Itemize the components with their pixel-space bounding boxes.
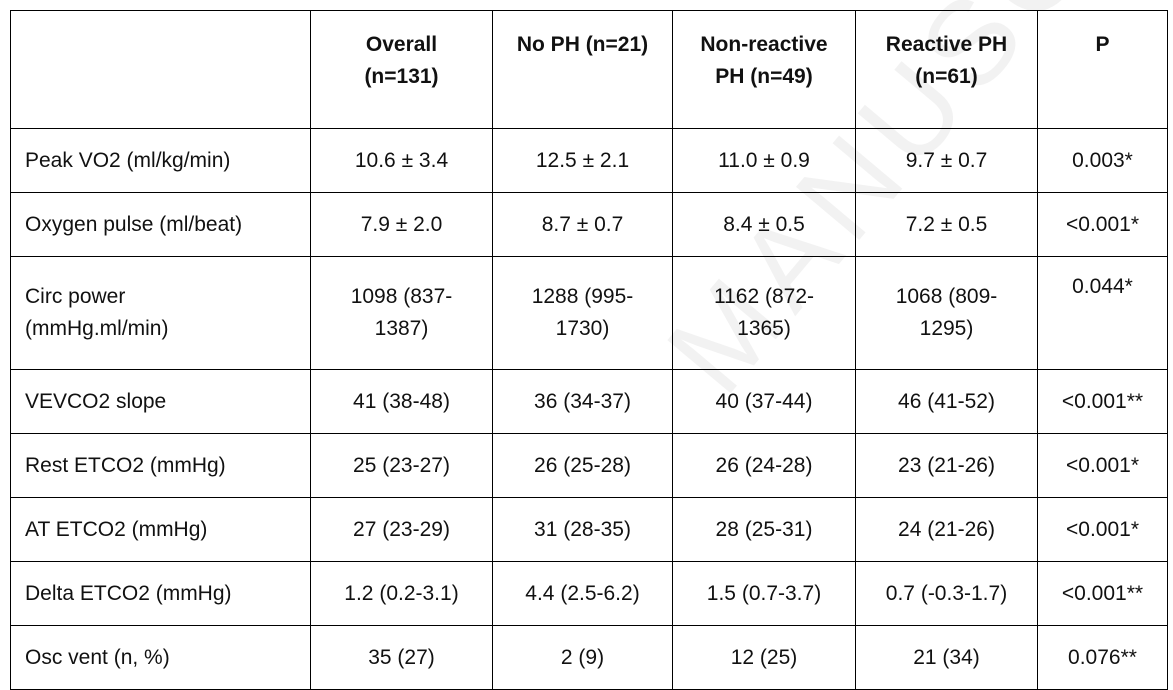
table-cell: 12 (25) [672, 625, 856, 690]
header-cell: No PH (n=21) [492, 10, 673, 129]
table-row: VEVCO2 slope 41 (38-48) 36 (34-37) 40 (37-4… [10, 369, 1168, 434]
table-row: AT ETCO2 (mmHg) 27 (23-29) 31 (28-35) 28 (2… [10, 497, 1168, 562]
table-cell: 41 (38-48) [310, 369, 493, 434]
table-cell: AT ETCO2 (mmHg) [10, 497, 311, 562]
table-cell: VEVCO2 slope [10, 369, 311, 434]
table-cell: 8.4 ± 0.5 [672, 192, 856, 257]
table-cell: 2 (9) [492, 625, 673, 690]
table-cell: 0.003* [1037, 128, 1168, 193]
table-cell: <0.001* [1037, 497, 1168, 562]
table-cell: Oxygen pulse (ml/beat) [10, 192, 311, 257]
table-cell: <0.001* [1037, 433, 1168, 498]
table-cell: Osc vent (n, %) [10, 625, 311, 690]
table-cell: 1.5 (0.7-3.7) [672, 561, 856, 626]
table-cell: 7.9 ± 2.0 [310, 192, 493, 257]
header-cell: Reactive PH (n=61) [855, 10, 1038, 129]
table-cell: 28 (25-31) [672, 497, 856, 562]
table-cell: 46 (41-52) [855, 369, 1038, 434]
page: Overall (n=131) No PH (n=21) Non-reactive … [10, 0, 1173, 690]
table-cell: 1098 (837- 1387) [310, 256, 493, 370]
table-cell: 7.2 ± 0.5 [855, 192, 1038, 257]
table-cell: 10.6 ± 3.4 [310, 128, 493, 193]
table-cell: 11.0 ± 0.9 [672, 128, 856, 193]
data-table: Overall (n=131) No PH (n=21) Non-reactive … [10, 10, 1168, 690]
table-row: Delta ETCO2 (mmHg) 1.2 (0.2-3.1) 4.4 (2.5-… [10, 561, 1168, 626]
table-cell: 25 (23-27) [310, 433, 493, 498]
table-cell: Rest ETCO2 (mmHg) [10, 433, 311, 498]
table-cell: 1288 (995- 1730) [492, 256, 673, 370]
table-cell: 21 (34) [855, 625, 1038, 690]
header-cell: Overall (n=131) [310, 10, 493, 129]
table-cell: 26 (24-28) [672, 433, 856, 498]
table-cell: <0.001** [1037, 561, 1168, 626]
table-cell: 35 (27) [310, 625, 493, 690]
table-cell: <0.001** [1037, 369, 1168, 434]
table-cell: 1.2 (0.2-3.1) [310, 561, 493, 626]
header-cell [10, 10, 311, 129]
table-cell: 27 (23-29) [310, 497, 493, 562]
table-cell: Circ power (mmHg.ml/min) [10, 256, 311, 370]
table-row: Rest ETCO2 (mmHg) 25 (23-27) 26 (25-28) 26 … [10, 433, 1168, 498]
table-cell: 40 (37-44) [672, 369, 856, 434]
header-cell: Non-reactive PH (n=49) [672, 10, 856, 129]
table-row: Circ power (mmHg.ml/min) 1098 (837- 1387)… [10, 256, 1168, 370]
table-row: Osc vent (n, %) 35 (27) 2 (9) 12 (25) 21 (34… [10, 625, 1168, 690]
table-cell: <0.001* [1037, 192, 1168, 257]
table-cell: 36 (34-37) [492, 369, 673, 434]
table-cell: 24 (21-26) [855, 497, 1038, 562]
table-cell: 1162 (872- 1365) [672, 256, 856, 370]
table-cell: 1068 (809- 1295) [855, 256, 1038, 370]
table-cell: Peak VO2 (ml/kg/min) [10, 128, 311, 193]
table-cell: 0.7 (-0.3-1.7) [855, 561, 1038, 626]
header-row: Overall (n=131) No PH (n=21) Non-reactive … [10, 10, 1168, 129]
table-cell: Delta ETCO2 (mmHg) [10, 561, 311, 626]
table-row: Peak VO2 (ml/kg/min) 10.6 ± 3.4 12.5 ± 2.1… [10, 128, 1168, 193]
table-cell: 12.5 ± 2.1 [492, 128, 673, 193]
table-cell: 0.076** [1037, 625, 1168, 690]
table-cell: 9.7 ± 0.7 [855, 128, 1038, 193]
table-cell: 23 (21-26) [855, 433, 1038, 498]
table-cell: 8.7 ± 0.7 [492, 192, 673, 257]
table-row: Oxygen pulse (ml/beat) 7.9 ± 2.0 8.7 ± 0.7… [10, 192, 1168, 257]
table-cell: 31 (28-35) [492, 497, 673, 562]
table-cell: 0.044* [1037, 256, 1168, 370]
table-cell: 4.4 (2.5-6.2) [492, 561, 673, 626]
header-cell: P [1037, 10, 1168, 129]
table-cell: 26 (25-28) [492, 433, 673, 498]
